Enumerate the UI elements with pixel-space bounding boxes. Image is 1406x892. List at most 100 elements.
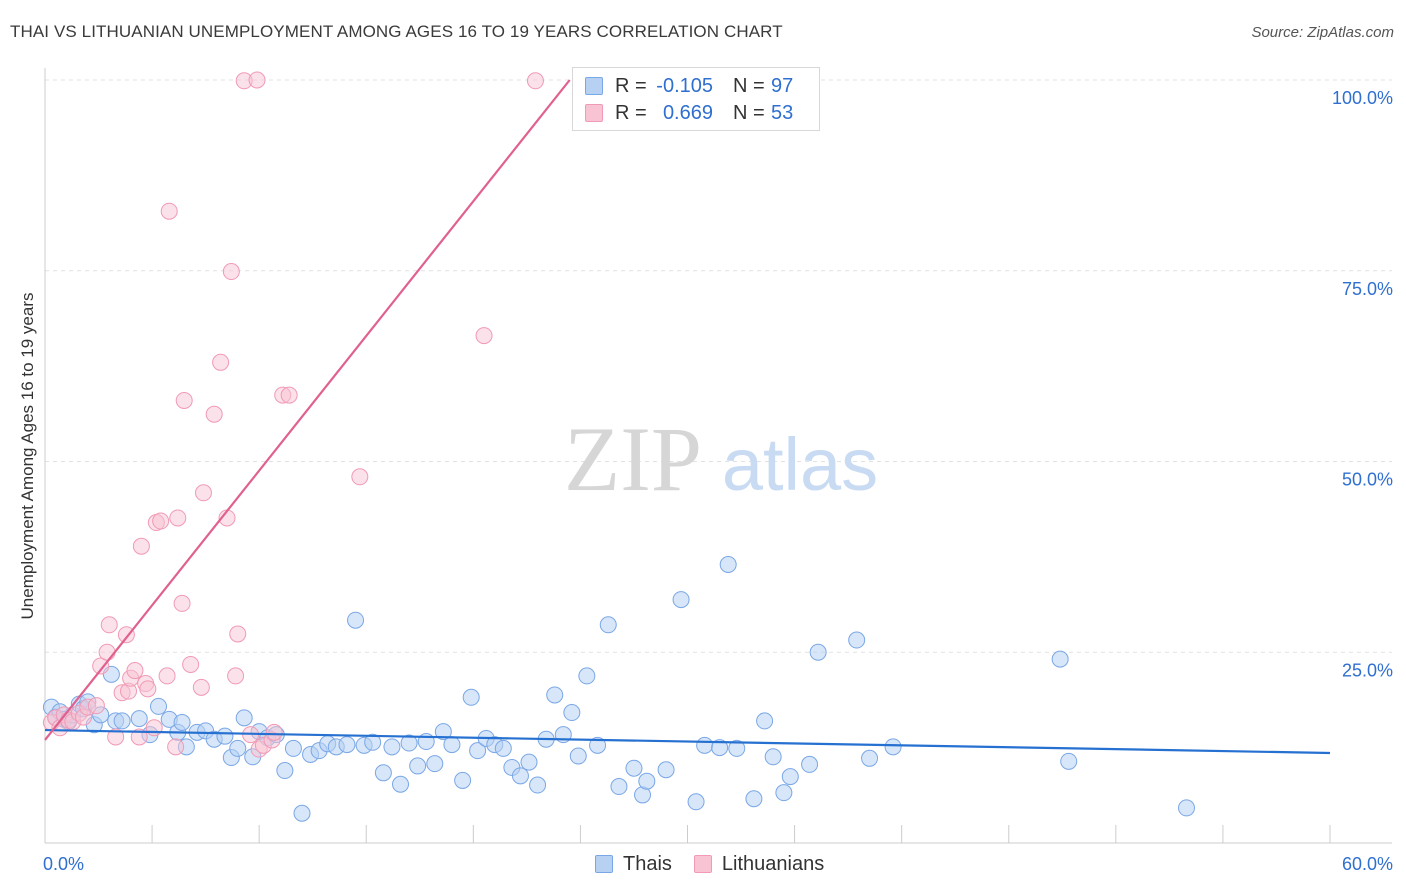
- lithuanian-point: [173, 594, 191, 612]
- thai-point: [469, 742, 487, 760]
- legend-item-thais[interactable]: Thais: [595, 853, 672, 876]
- lithuanian-point: [222, 263, 240, 281]
- thai-point: [569, 747, 587, 765]
- thai-point: [443, 736, 461, 754]
- thais-n-value: 97: [771, 74, 794, 97]
- lithuanian-point: [194, 484, 212, 502]
- legend-row-lithuanians: R = 0.669 N = 53: [585, 100, 793, 126]
- thai-point: [293, 804, 311, 822]
- thai-point: [1051, 650, 1069, 668]
- thais-r-value: -0.105: [656, 74, 713, 97]
- thai-point: [529, 776, 547, 794]
- thai-point: [610, 778, 628, 796]
- thai-point: [728, 739, 746, 757]
- lithuanian-point: [126, 662, 144, 680]
- lithuanian-point: [475, 327, 493, 345]
- thai-point: [520, 753, 538, 771]
- thais-n-label: N =: [733, 74, 765, 97]
- thai-point: [546, 686, 564, 704]
- watermark-atlas: atlas: [722, 423, 878, 506]
- thai-point: [276, 762, 294, 780]
- lithuanian-point: [280, 386, 298, 404]
- y-tick-label: 75.0%: [1342, 279, 1393, 299]
- lithuanians-n-value: 53: [771, 101, 794, 124]
- lithuanian-point: [205, 405, 223, 423]
- thai-point: [383, 738, 401, 756]
- thai-point: [719, 556, 737, 574]
- lithuanian-point: [160, 202, 178, 220]
- thai-point: [801, 755, 819, 773]
- thai-point: [400, 734, 418, 752]
- thai-point: [150, 697, 168, 715]
- thai-point: [578, 667, 596, 685]
- lithuanians-swatch: [585, 104, 603, 122]
- thai-point: [599, 616, 617, 634]
- thai-point: [711, 739, 729, 757]
- x-tick-label-max: 60.0%: [1342, 854, 1393, 874]
- axes: [44, 68, 1392, 844]
- thai-point: [113, 712, 131, 730]
- lithuanian-point: [167, 738, 185, 756]
- lithuanians-trend-line: [44, 79, 571, 741]
- grid-lines: [45, 79, 1392, 653]
- lithuanian-point: [145, 719, 163, 737]
- thai-point: [781, 768, 799, 786]
- lithuanian-point: [130, 728, 148, 746]
- chart-title: THAI VS LITHUANIAN UNEMPLOYMENT AMONG AG…: [10, 22, 783, 41]
- thai-point: [173, 713, 191, 731]
- trend-lines: [44, 79, 1331, 755]
- lithuanian-point: [212, 353, 230, 371]
- lithuanian-point: [132, 537, 150, 555]
- lithuanians-n-label: N =: [733, 101, 765, 124]
- thai-point: [775, 784, 793, 802]
- thai-point: [434, 723, 452, 741]
- y-tick-label: 25.0%: [1342, 660, 1393, 680]
- lithuanian-point: [182, 655, 200, 673]
- lithuanians-legend-swatch: [693, 855, 712, 873]
- thai-point: [764, 748, 782, 766]
- lithuanian-point: [175, 391, 193, 409]
- thai-point: [809, 643, 827, 661]
- thai-point: [861, 749, 879, 767]
- thai-point: [454, 771, 472, 789]
- thai-point: [364, 733, 382, 751]
- thai-point: [347, 611, 365, 629]
- lithuanian-point: [192, 678, 210, 696]
- thai-point: [638, 772, 656, 790]
- legend-row-thais: R = -0.105 N = 97: [585, 73, 793, 99]
- thai-point: [374, 764, 392, 782]
- thai-point: [745, 790, 763, 808]
- thai-point: [657, 761, 675, 779]
- thai-point: [625, 759, 643, 777]
- lithuanian-point: [117, 626, 135, 644]
- thai-point: [426, 755, 444, 773]
- lithuanians-legend-label: Lithuanians: [721, 852, 825, 875]
- thai-point: [1178, 799, 1196, 817]
- thais-legend-label: Thais: [623, 852, 672, 875]
- lithuanian-point: [229, 625, 247, 643]
- thai-point: [696, 736, 714, 754]
- thai-point: [216, 727, 234, 745]
- thai-point: [494, 739, 512, 757]
- thai-point: [392, 775, 410, 793]
- series-lithuanians: [42, 71, 544, 758]
- lithuanians-r-value: 0.669: [662, 101, 713, 124]
- thai-point: [130, 710, 148, 728]
- legend-item-lithuanians[interactable]: Lithuanians: [693, 852, 825, 876]
- thais-trend-line: [44, 728, 1331, 755]
- thai-point: [687, 793, 705, 811]
- thai-point: [284, 739, 302, 757]
- thai-point: [563, 704, 581, 722]
- thai-point: [848, 631, 866, 649]
- thai-point: [1060, 752, 1078, 770]
- lithuanian-point: [98, 643, 116, 661]
- source-label: Source: ZipAtlas.com: [1251, 24, 1394, 41]
- y-axis-label: Unemployment Among Ages 16 to 19 years: [18, 292, 37, 620]
- lithuanian-point: [107, 728, 125, 746]
- lithuanian-point: [152, 512, 170, 530]
- lithuanian-point: [526, 72, 544, 90]
- thai-point: [462, 688, 480, 706]
- thai-point: [338, 736, 356, 754]
- lithuanian-point: [265, 723, 283, 741]
